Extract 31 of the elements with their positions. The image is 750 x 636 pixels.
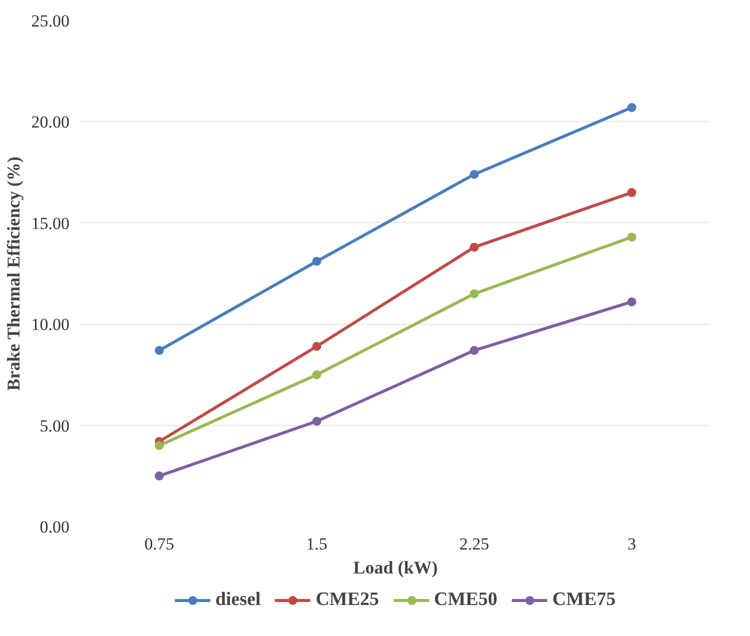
x-axis-title: Load (kW) [353,558,438,578]
point [627,232,636,242]
x-tick-label: 3 [628,534,636,554]
x-tick-label: 1.5 [306,534,328,554]
point [312,416,322,426]
point [627,297,636,306]
point [154,346,164,355]
point [154,471,164,480]
y-tick-label: 25.00 [31,12,70,30]
point [154,441,164,450]
point [627,188,636,198]
point [312,256,322,266]
x-tick-label: 2.25 [459,534,490,554]
y-tick-label: 5.00 [40,416,70,436]
point [312,342,322,351]
point [470,346,479,355]
point [470,289,479,298]
legend-label: CME50 [434,589,498,611]
y-tick-label: 15.00 [31,214,70,233]
y-axis-title: Brake Thermal Efficiency (%) [3,156,24,391]
point [470,170,479,179]
point [470,242,479,252]
legend-label: CME75 [552,589,616,611]
y-tick-label: 20.00 [31,112,70,132]
y-tick-label: 10.00 [31,315,70,334]
legend-label: CME25 [316,589,380,611]
x-tick-label: 0.75 [144,534,174,554]
point [627,103,636,112]
legend-label: diesel [215,589,261,611]
point [312,370,322,380]
y-tick-label: 0.00 [40,518,70,536]
